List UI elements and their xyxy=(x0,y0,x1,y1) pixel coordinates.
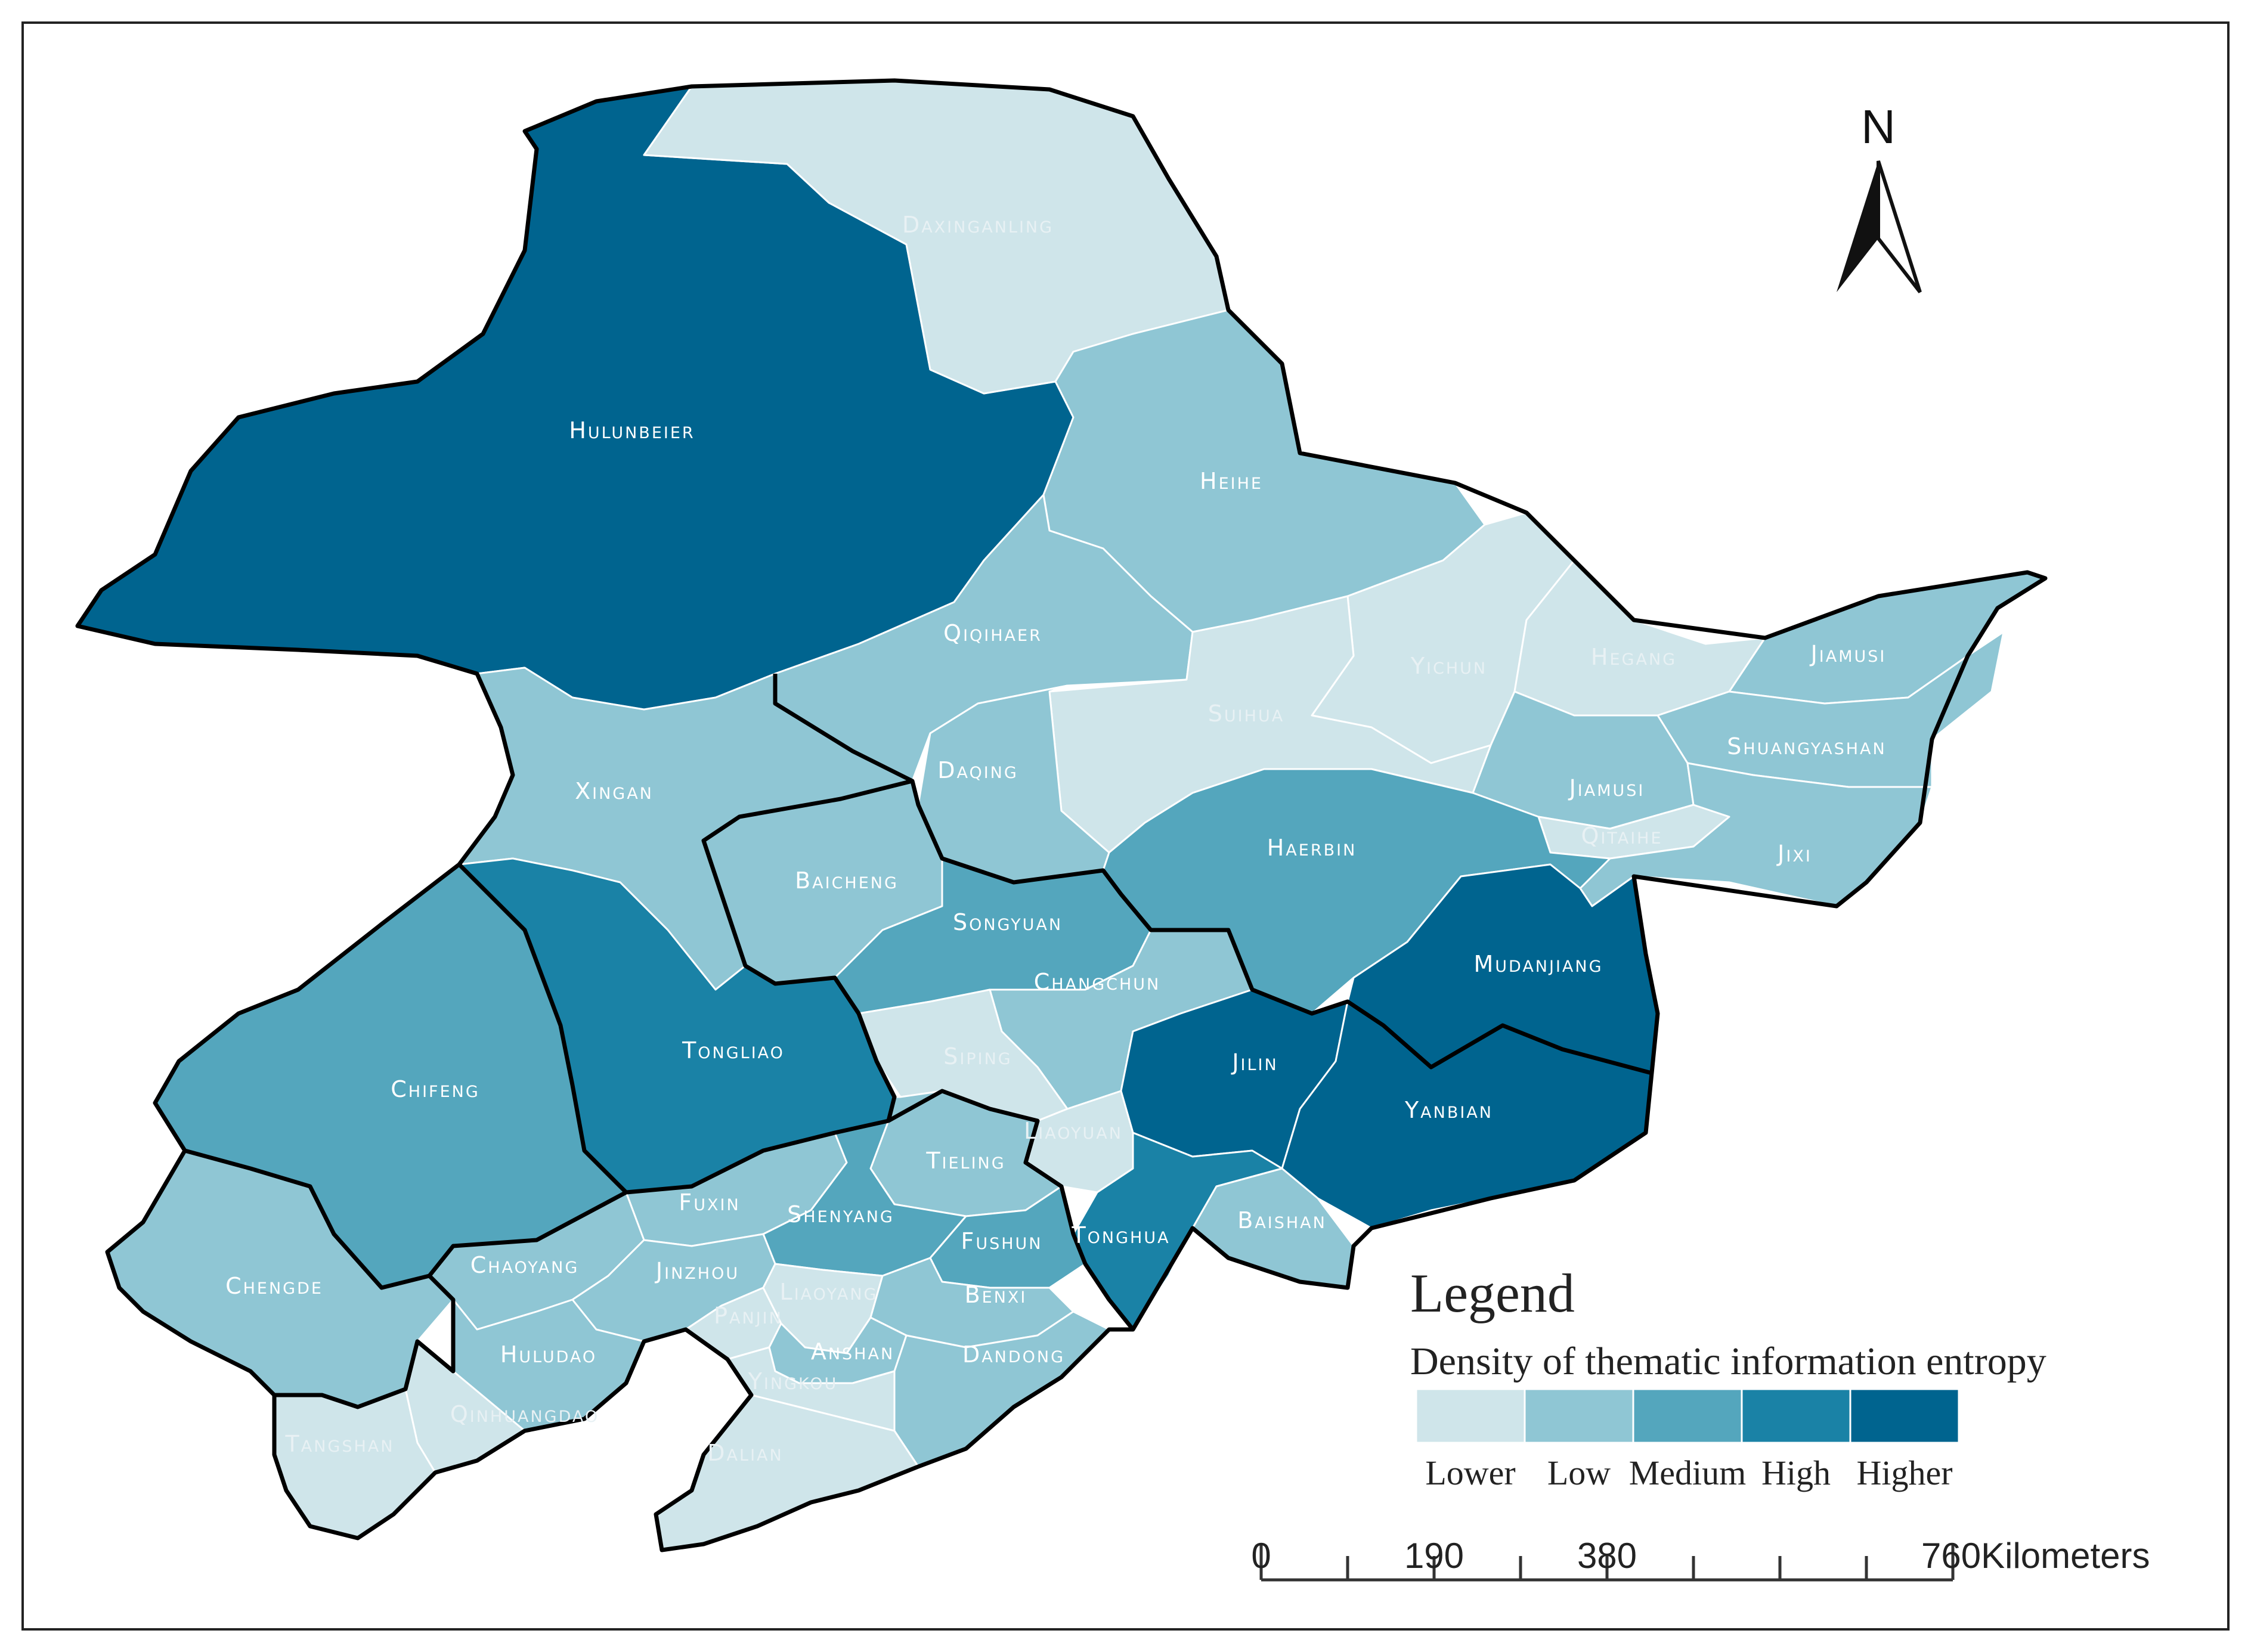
region-label-liaoyang: Liaoyang xyxy=(780,1279,878,1305)
region-label-shenyang: Shenyang xyxy=(787,1201,894,1228)
region-label-hulunbeier: Hulunbeier xyxy=(569,417,695,444)
region-label-mudanjiang: Mudanjiang xyxy=(1473,951,1603,977)
region-label-jiamusi-ne: Jiamusi xyxy=(1810,641,1887,667)
legend-swatch-high xyxy=(1741,1388,1851,1444)
legend-label-low: Low xyxy=(1547,1453,1611,1492)
region-label-changchun: Changchun xyxy=(1034,969,1161,995)
legend-title: Legend xyxy=(1410,1263,1575,1324)
region-label-fuxin: Fuxin xyxy=(679,1189,740,1216)
legend-label-medium: Medium xyxy=(1629,1453,1747,1492)
region-label-chaoyang: Chaoyang xyxy=(470,1252,580,1278)
region-label-jilin: Jilin xyxy=(1231,1049,1278,1075)
legend-swatch-low xyxy=(1524,1388,1634,1444)
region-tangshan[interactable] xyxy=(273,1388,436,1539)
region-label-suihua: Suihua xyxy=(1208,701,1284,727)
region-label-qinhuangdao: Qinhuangdao xyxy=(450,1401,599,1427)
region-label-anshan: Anshan xyxy=(811,1338,894,1365)
region-label-chifeng: Chifeng xyxy=(391,1076,480,1102)
region-label-songyuan: Songyuan xyxy=(953,909,1063,935)
region-label-fushun: Fushun xyxy=(961,1228,1042,1254)
north-arrow-icon xyxy=(1837,160,1922,293)
legend-label-lower: Lower xyxy=(1425,1453,1515,1492)
region-label-tieling: Tieling xyxy=(925,1148,1005,1174)
scale-tick-2: 380 xyxy=(1577,1536,1637,1576)
region-label-qiqihaer: Qiqihaer xyxy=(943,620,1042,646)
legend-label-higher: Higher xyxy=(1856,1453,1952,1492)
north-arrow-label: N xyxy=(1861,100,1896,153)
region-label-siping: Siping xyxy=(943,1043,1012,1070)
region-label-yanbian: Yanbian xyxy=(1404,1097,1493,1123)
region-label-yingkou: Yingkou xyxy=(748,1368,838,1394)
scale-tick-1: 190 xyxy=(1404,1536,1464,1576)
legend-label-high: High xyxy=(1761,1453,1831,1492)
legend: Legend Density of thematic information e… xyxy=(1410,1263,2046,1492)
region-label-huludao: Huludao xyxy=(500,1341,597,1368)
region-label-chengde: Chengde xyxy=(225,1273,323,1299)
region-label-heihe: Heihe xyxy=(1200,468,1263,494)
region-label-tangshan: Tangshan xyxy=(285,1431,395,1457)
region-label-baicheng: Baicheng xyxy=(795,867,899,894)
region-label-qitaihe: Qitaihe xyxy=(1581,823,1662,849)
legend-swatch-higher xyxy=(1849,1388,1960,1444)
province-borders xyxy=(75,78,2048,1552)
map-frame xyxy=(21,21,2230,1631)
legend-swatch-medium xyxy=(1632,1388,1743,1444)
north-arrow: N xyxy=(1837,100,1922,293)
region-label-baishan: Baishan xyxy=(1237,1207,1327,1233)
region-jixi[interactable] xyxy=(1579,762,1933,907)
region-label-tonghua: Tonghua xyxy=(1071,1222,1170,1248)
scale-tick-3: 760Kilometers xyxy=(1921,1536,2150,1576)
region-label-panjin: Panjin xyxy=(714,1303,783,1329)
region-label-dalian: Dalian xyxy=(707,1440,783,1466)
region-label-liaoyuan: Liaoyuan xyxy=(1024,1118,1123,1144)
scale-tick-0: 0 xyxy=(1251,1536,1271,1576)
scale-bar: 0 190 380 760Kilometers xyxy=(1251,1536,2150,1582)
region-label-hegang: Hegang xyxy=(1591,644,1677,670)
region-label-shuangyashan: Shuangyashan xyxy=(1727,733,1886,760)
region-label-dandong: Dandong xyxy=(962,1341,1065,1368)
region-label-jixi: Jixi xyxy=(1776,841,1812,867)
region-label-xingan: Xingan xyxy=(575,778,654,804)
region-label-haerbin: Haerbin xyxy=(1267,835,1357,861)
legend-subtitle: Density of thematic information entropy xyxy=(1410,1340,2046,1383)
region-label-jinzhou: Jinzhou xyxy=(655,1258,739,1284)
region-label-benxi: Benxi xyxy=(965,1282,1027,1308)
legend-swatch-lower xyxy=(1415,1388,1526,1444)
region-label-jiamusi: Jiamusi xyxy=(1568,775,1645,801)
region-label-yichun: Yichun xyxy=(1410,653,1487,679)
region-label-daxinganling: Daxinganling xyxy=(902,212,1054,238)
region-label-daqing: Daqing xyxy=(937,757,1018,783)
region-label-tongliao: Tongliao xyxy=(682,1037,785,1064)
